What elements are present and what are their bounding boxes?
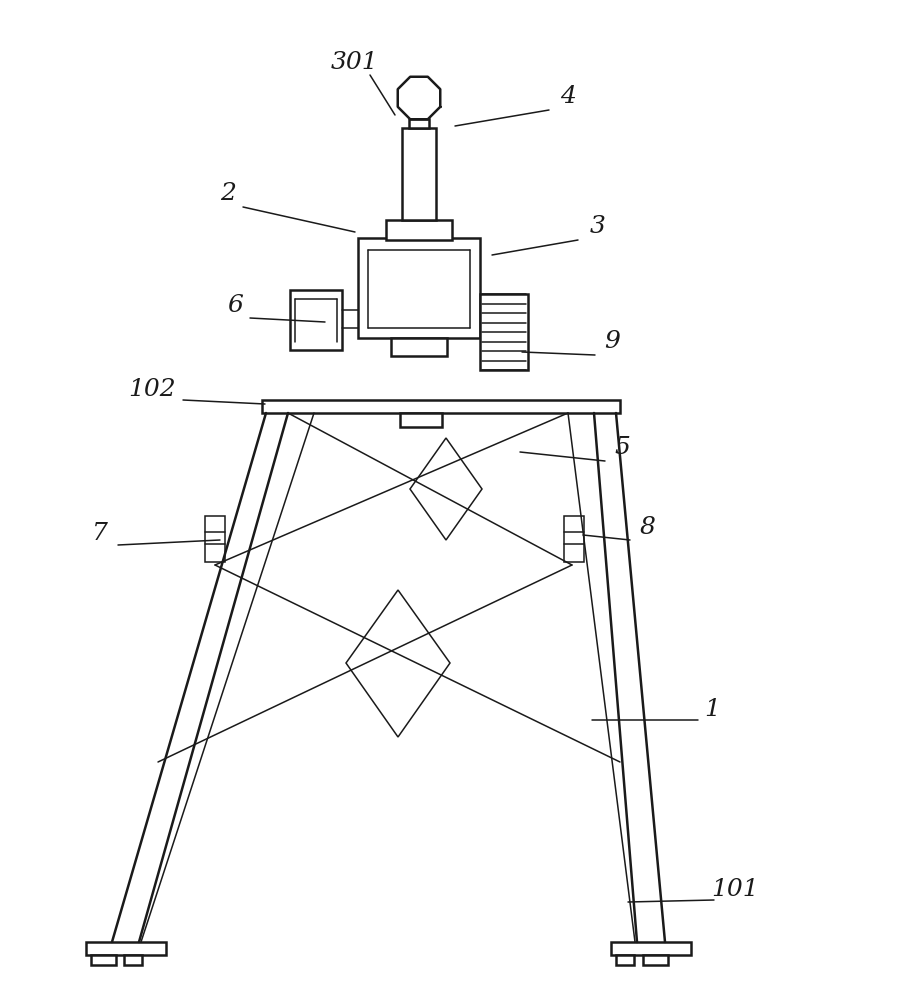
Bar bbox=[409, 119, 428, 128]
Bar bbox=[616, 955, 633, 965]
Bar bbox=[262, 400, 619, 413]
Bar bbox=[480, 294, 528, 370]
Bar bbox=[124, 955, 142, 965]
Text: 2: 2 bbox=[220, 182, 235, 205]
Bar bbox=[642, 955, 667, 965]
Bar bbox=[85, 942, 165, 955]
Text: 8: 8 bbox=[640, 516, 655, 540]
Bar bbox=[289, 290, 342, 350]
Bar bbox=[563, 516, 584, 562]
Text: 6: 6 bbox=[227, 294, 243, 316]
Text: 9: 9 bbox=[604, 330, 619, 354]
Bar bbox=[386, 220, 451, 240]
Bar bbox=[610, 942, 690, 955]
Text: 7: 7 bbox=[92, 522, 108, 544]
Text: 3: 3 bbox=[589, 215, 606, 238]
Bar bbox=[357, 238, 480, 338]
Polygon shape bbox=[410, 438, 482, 540]
Bar bbox=[91, 955, 116, 965]
Text: 1: 1 bbox=[703, 698, 720, 721]
Text: 301: 301 bbox=[331, 51, 379, 74]
Bar bbox=[400, 413, 441, 427]
Text: 5: 5 bbox=[613, 436, 630, 460]
Polygon shape bbox=[346, 590, 449, 737]
Bar bbox=[402, 128, 436, 220]
Text: 4: 4 bbox=[560, 85, 575, 108]
Text: 102: 102 bbox=[128, 378, 176, 401]
Bar bbox=[205, 516, 225, 562]
Bar bbox=[391, 338, 447, 356]
Text: 101: 101 bbox=[710, 878, 758, 902]
